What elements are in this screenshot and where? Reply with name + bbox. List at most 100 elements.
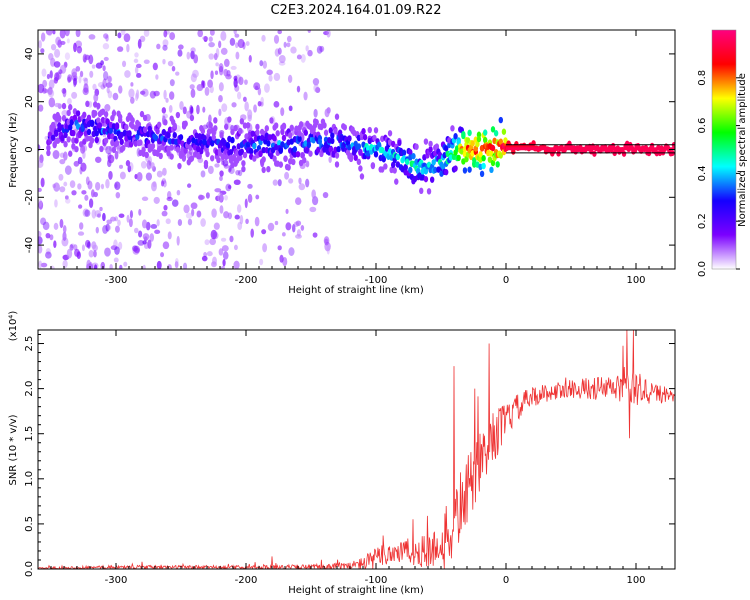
heatmap-scatter-cell [38, 198, 43, 208]
heatmap-ridge-cell [153, 134, 159, 142]
heatmap-scatter-cell [205, 192, 210, 199]
heatmap-scatter-cell [223, 211, 230, 219]
heatmap-scatter-cell [279, 254, 284, 263]
heatmap-ridge-cell [74, 137, 79, 144]
heatmap-scatter-cell [236, 204, 242, 213]
colorbar-tick-label: 0.2 [697, 213, 708, 229]
colorbar-tick-label: 0.0 [697, 261, 708, 277]
heatmap-scatter-cell [91, 64, 96, 69]
heatmap-ridge-cell [467, 129, 472, 137]
snr-series-line [38, 330, 675, 569]
heatmap-scatter-cell [66, 248, 73, 259]
x-tick-label: 100 [626, 575, 645, 586]
colorbar-tick-label: 0.8 [697, 70, 708, 86]
heatmap-scatter-cell [75, 66, 81, 72]
heatmap-scatter-cell [309, 206, 317, 213]
heatmap-ridge-cell [94, 130, 99, 137]
heatmap-scatter-cell [319, 45, 325, 53]
heatmap-scatter-cell [255, 194, 260, 200]
heatmap-ridge-cell [370, 162, 376, 170]
heatmap-scatter-cell [214, 70, 219, 76]
heatmap-scatter-cell [61, 109, 69, 117]
colorbar-gradient [712, 30, 736, 269]
heatmap-ridge-cell [476, 135, 482, 143]
heatmap-scatter-cell [286, 42, 291, 48]
heatmap-scatter-cell [287, 74, 293, 84]
heatmap-scatter-cell [54, 199, 58, 208]
heatmap-scatter-cell [62, 259, 68, 269]
heatmap-ridge-cell [166, 131, 171, 139]
heatmap-ridge-cell [117, 113, 123, 121]
heatmap-scatter-cell [59, 158, 66, 165]
colorbar-tick-label: 0.6 [697, 118, 708, 134]
heatmap-scatter-cell [45, 247, 51, 255]
heatmap-ridge-cell [286, 164, 291, 171]
heatmap-scatter-cell [300, 53, 306, 63]
y-tick-label: 40 [24, 48, 35, 61]
x-tick-label: 0 [503, 275, 509, 286]
heatmap-scatter-cell [235, 169, 241, 176]
heatmap-scatter-cell [40, 262, 48, 268]
heatmap-ridge-cell [501, 128, 507, 135]
heatmap-scatter-cell [119, 171, 126, 180]
heatmap-scatter-cell [324, 238, 329, 244]
x-tick-label: -100 [365, 575, 388, 586]
heatmap-ridge-cell [330, 137, 335, 145]
heatmap-ridge-cell [85, 135, 90, 142]
heatmap-scatter-cell [221, 245, 229, 252]
heatmap-scatter-cell [107, 90, 113, 99]
heatmap-ridge-cell [302, 157, 307, 164]
heatmap-scatter-cell [193, 54, 199, 64]
heatmap-scatter-cell [288, 105, 293, 112]
heatmap-ridge-cell [86, 114, 92, 121]
heatmap-ridge-cell [387, 130, 393, 137]
heatmap-ridge-cell [440, 163, 446, 170]
heatmap-ridge-cell [96, 117, 101, 124]
heatmap-ridge-cell [200, 127, 206, 135]
heatmap-scatter-cell [117, 219, 121, 227]
y-tick-label: 20 [24, 95, 35, 108]
heatmap-scatter-cell [103, 56, 109, 61]
heatmap-ridge-cell [50, 121, 56, 129]
snr-x-label: Height of straight line (km) [288, 585, 424, 596]
heatmap-ridge-cell [314, 119, 319, 126]
heatmap-ridge-cell [213, 125, 218, 132]
heatmap-scatter-cell [174, 261, 179, 269]
heatmap-scatter-cell [162, 113, 168, 119]
heatmap-scatter-cell [218, 108, 222, 117]
heatmap-scatter-cell [67, 76, 72, 83]
y-tick-label: -20 [24, 189, 35, 205]
heatmap-scatter-cell [81, 190, 87, 195]
heatmap-scatter-cell [169, 32, 176, 41]
heatmap-scatter-cell [59, 218, 64, 229]
heatmap-scatter-cell [190, 106, 194, 114]
heatmap-scatter-cell [105, 34, 109, 42]
heatmap-scatter-cell [74, 248, 80, 257]
heatmap-ridge-cell [166, 150, 171, 157]
heatmap-scatter-cell [187, 183, 192, 188]
heatmap-scatter-cell [262, 60, 268, 69]
heatmap-ridge-cell [269, 117, 274, 124]
heatmap-scatter-cell [136, 89, 140, 100]
heatmap-scatter-cell [190, 47, 196, 53]
heatmap-ridge-cell [74, 145, 79, 153]
heatmap-scatter-cell [141, 88, 149, 97]
heatmap-scatter-cell [62, 87, 67, 98]
heatmap-scatter-cell [64, 165, 72, 175]
heatmap-ridge-cell [356, 158, 362, 166]
heatmap-ridge-cell [348, 152, 354, 160]
heatmap-ridge-cell [444, 145, 449, 152]
heatmap-scatter-cell [219, 175, 223, 182]
heatmap-ridge-cell [238, 154, 243, 161]
heatmap-ridge-cell [163, 119, 168, 126]
heatmap-scatter-cell [176, 235, 180, 246]
heatmap-scatter-cell [38, 40, 42, 49]
heatmap-ridge-cell [592, 150, 597, 157]
heatmap-scatter-cell [242, 96, 247, 102]
heatmap-scatter-cell [103, 33, 109, 39]
heatmap-scatter-cell [105, 145, 113, 155]
heatmap-scatter-cell [326, 244, 330, 255]
heatmap-scatter-cell [312, 232, 318, 238]
heatmap-ridge-cell [470, 140, 475, 147]
